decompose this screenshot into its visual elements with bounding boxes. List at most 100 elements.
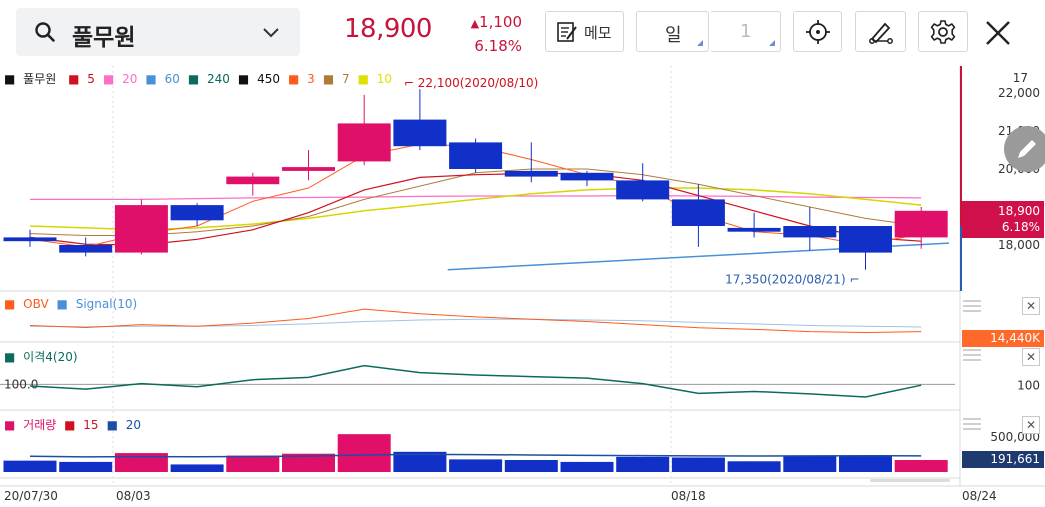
ma-legend-item: ■ 450 [237, 72, 280, 86]
toolbar: 풀무원 18,900 ▲1,100 6.18% 메모 일 1 [0, 0, 1045, 66]
price-change: ▲1,100 6.18% [458, 11, 522, 57]
dropdown-corner-icon [769, 40, 775, 46]
change-amount: 1,100 [479, 13, 522, 31]
current-price-tag-value: 18,900 [998, 204, 1040, 218]
price-tick-label: 22,000 [998, 86, 1040, 100]
candle-body [337, 123, 391, 162]
volume-panel-drag-handle[interactable] [963, 418, 981, 430]
volume-legend-label: 거래량 [23, 418, 57, 432]
obv-panel-drag-handle[interactable] [963, 300, 981, 312]
ma-legend-item: ■ 20 [102, 72, 138, 86]
obv-legend: ■ OBV ■ Signal(10) [4, 297, 138, 311]
volume-ma-legend-item: ■ 15 [64, 418, 99, 432]
x-axis-label: 08/18 [671, 489, 706, 503]
ma-legend-item: ■ 7 [322, 72, 350, 86]
chart-area[interactable]: ⌐ 22,100(2020/08/10) 17,350(2020/08/21) ⌐… [0, 66, 1045, 507]
price-legend: ■ 풀무원 ■ 5 ■ 20 ■ 60 ■ 240 ■ 450 ■ 3 ■ 7 ■ 10 [4, 70, 404, 87]
disparity-panel-drag-handle[interactable] [963, 349, 981, 361]
ma20-line [30, 194, 922, 200]
volume-bar [504, 460, 558, 472]
memo-icon [556, 20, 578, 48]
crosshair-icon [805, 19, 831, 49]
obv-legend-label: OBV [23, 297, 49, 311]
volume-bar [282, 453, 335, 472]
volume-bar [727, 461, 781, 472]
price-axis-top-label: 17 [1013, 71, 1028, 85]
obv-panel-close-button[interactable]: ✕ [1022, 297, 1040, 315]
disparity-legend-label: 이격4(20) [23, 350, 78, 364]
ma-legend-item: ■ 10 [357, 72, 393, 86]
memo-label: 메모 [584, 24, 612, 42]
volume-bar [839, 455, 892, 472]
x-axis-label: 08/03 [116, 489, 151, 503]
candle-body [671, 199, 725, 226]
volume-panel-close-button[interactable]: ✕ [1022, 416, 1040, 434]
volume-value-tag: 191,661 [962, 451, 1044, 468]
candle-body [616, 180, 670, 200]
obv-value-tag: 14,440K [962, 330, 1044, 347]
candle-body [783, 226, 837, 238]
memo-button[interactable]: 메모 [545, 11, 624, 52]
ma-legend-item: ■ 5 [68, 72, 95, 86]
pencil-icon [868, 19, 894, 49]
volume-bar [59, 461, 113, 472]
candle-body [504, 170, 558, 177]
volume-bar [560, 461, 614, 472]
stock-search-box[interactable]: 풀무원 [16, 8, 300, 56]
ma-legend: ■ 5 ■ 20 ■ 60 ■ 240 ■ 450 ■ 3 ■ 7 ■ 10 [68, 72, 400, 86]
period-count-select[interactable]: 1 [710, 11, 781, 52]
ma-legend-item: ■ 3 [288, 72, 315, 86]
signal-legend-label: Signal(10) [75, 297, 138, 311]
low-annotation: 17,350(2020/08/21) ⌐ [725, 273, 859, 287]
volume-ma-legend-item: ■ 20 [106, 418, 142, 432]
volume-bar [449, 459, 503, 472]
obv-signal-line [29, 318, 922, 328]
volume-bar [114, 453, 168, 472]
ma-legend-item: ■ 60 [145, 72, 180, 86]
obv-line [29, 308, 922, 333]
horizontal-scrollbar [870, 479, 950, 482]
stock-name: 풀무원 [72, 25, 136, 51]
candle-body [560, 172, 614, 181]
ma-legend-item: ■ 240 [187, 72, 230, 86]
chevron-down-icon[interactable] [262, 24, 280, 43]
drawing-fab-button[interactable] [1004, 126, 1045, 172]
settings-button[interactable] [918, 11, 968, 52]
search-icon [34, 21, 56, 47]
drawing-tool-button[interactable] [855, 11, 906, 52]
change-rate: 6.18% [474, 37, 522, 55]
candle-body [894, 210, 948, 238]
disparity-legend: ■ 이격4(20) [4, 350, 78, 364]
period-count-label: 1 [740, 21, 752, 42]
volume-bar [226, 455, 280, 472]
volume-bar [393, 451, 447, 472]
pencil-icon [1015, 137, 1039, 165]
legend-main: ■ 풀무원 [4, 72, 57, 86]
candle-body [170, 205, 224, 221]
volume-bar [170, 464, 224, 472]
period-type-label: 일 [665, 25, 682, 46]
candle-body [114, 205, 168, 253]
legend-main-title: 풀무원 [23, 72, 57, 86]
candle-body [449, 142, 503, 169]
current-rate-tag-value: 6.18% [1001, 220, 1040, 234]
volume-bar [616, 456, 670, 472]
price-tick-label: 18,000 [998, 238, 1040, 252]
volume-bar [337, 434, 391, 472]
close-icon[interactable] [984, 19, 1012, 51]
volume-bar [894, 460, 948, 472]
candle-body [59, 245, 113, 253]
candle-body [3, 237, 57, 242]
ma5-line [29, 172, 922, 246]
volume-bar [783, 456, 837, 472]
up-triangle-icon: ▲ [470, 17, 480, 30]
disparity-line [29, 364, 922, 398]
high-annotation: ⌐ 22,100(2020/08/10) [404, 76, 538, 90]
disparity-panel-close-button[interactable]: ✕ [1022, 348, 1040, 366]
period-type-select[interactable]: 일 [636, 11, 709, 52]
current-price-tag: 18,900 6.18% [962, 201, 1044, 238]
chart-canvas[interactable]: ⌐ 22,100(2020/08/10) 17,350(2020/08/21) ⌐… [0, 66, 1045, 507]
x-axis-label: 08/24 [962, 489, 997, 503]
crosshair-button[interactable] [793, 11, 842, 52]
current-price: 18,900 [344, 14, 432, 44]
